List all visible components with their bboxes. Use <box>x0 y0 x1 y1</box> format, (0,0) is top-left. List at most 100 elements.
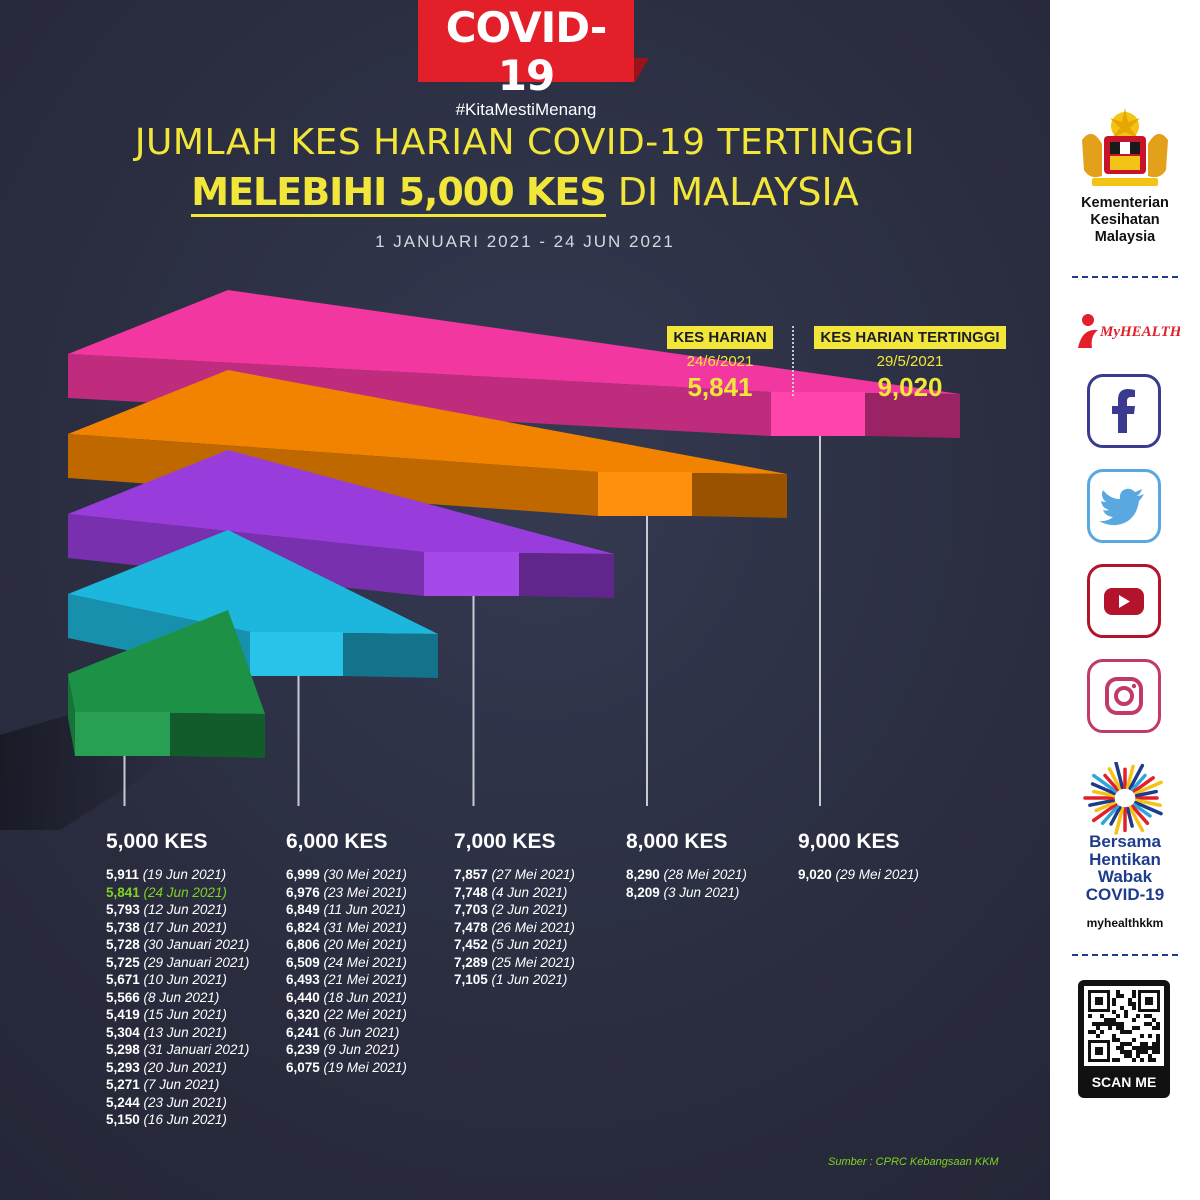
burst-ray <box>1114 806 1125 835</box>
qr-module <box>1152 1050 1156 1054</box>
case-entry: 6,440 (18 Jun 2021) <box>286 989 407 1007</box>
qr-module <box>1148 1022 1152 1026</box>
case-value: 5,841 <box>106 884 140 900</box>
qr-module <box>1108 1026 1112 1030</box>
category-heading: 5,000 KES <box>106 830 208 853</box>
qr-module <box>1104 1018 1108 1022</box>
case-entry: 6,075 (19 Mei 2021) <box>286 1059 407 1077</box>
case-entry: 8,209 (3 Jun 2021) <box>626 884 747 902</box>
bar-front-face <box>250 632 343 676</box>
burst-ray <box>1130 773 1147 792</box>
case-value: 5,271 <box>106 1077 140 1092</box>
case-value: 5,725 <box>106 954 140 970</box>
case-date: (11 Jun 2021) <box>319 902 406 917</box>
case-date: (1 Jun 2021) <box>487 972 568 987</box>
stat-date: 24/6/2021 <box>686 353 754 370</box>
bar-front-face <box>424 552 519 596</box>
category-heading: 6,000 KES <box>286 830 388 853</box>
twitter-link[interactable] <box>1087 469 1161 543</box>
case-value: 5,728 <box>106 937 140 952</box>
case-entry: 7,289 (25 Mei 2021) <box>454 954 575 972</box>
case-date: (3 Jun 2021) <box>659 884 740 900</box>
burst-ray <box>1132 802 1152 818</box>
qr-code-button[interactable]: SCAN ME <box>1078 980 1170 1098</box>
category-column: 5,000 KES 5,911 (19 Jun 2021) 5,841 (24 Ju… <box>106 830 249 1129</box>
qr-module <box>1136 1014 1140 1018</box>
stat-daily-cases: KES HARIAN 24/6/2021 5,841 <box>662 326 778 403</box>
qr-module <box>1112 998 1116 1002</box>
category-column: 9,000 KES 9,020 (29 Mei 2021) <box>798 830 919 884</box>
source-note: Sumber : CPRC Kebangsaan KKM <box>828 1156 999 1168</box>
qr-module <box>1152 1026 1156 1030</box>
case-entry: 7,478 (26 Mei 2021) <box>454 919 575 937</box>
facebook-link[interactable] <box>1087 374 1161 448</box>
youtube-link[interactable] <box>1087 564 1161 638</box>
case-value: 5,298 <box>106 1042 140 1057</box>
qr-module <box>1095 1047 1103 1055</box>
ministry-line: Malaysia <box>1094 229 1156 245</box>
qr-module <box>1120 1022 1124 1026</box>
burst-ray <box>1094 800 1116 813</box>
case-date: (20 Mei 2021) <box>319 937 407 952</box>
case-entry: 6,976 (23 Mei 2021) <box>286 884 407 902</box>
burst-ray <box>1092 789 1116 798</box>
covid-badge: COVID-19 #KitaMestiMenang <box>418 0 634 119</box>
case-entry: 6,239 (9 Jun 2021) <box>286 1041 407 1059</box>
stat-divider <box>792 326 794 396</box>
qr-module <box>1140 1034 1144 1038</box>
qr-module <box>1156 1046 1160 1050</box>
qr-module <box>1152 1058 1156 1062</box>
case-value: 7,105 <box>454 972 488 987</box>
case-date: (22 Mei 2021) <box>319 1007 407 1022</box>
stat-label: KES HARIAN TERTINGGI <box>814 326 1006 349</box>
qr-module <box>1100 1022 1104 1026</box>
case-entry: 5,841 (24 Jun 2021) <box>106 884 249 902</box>
bar-top-face <box>68 610 265 714</box>
case-date: (13 Jun 2021) <box>139 1024 227 1040</box>
burst-ray <box>1125 806 1134 828</box>
qr-module <box>1116 990 1120 994</box>
case-date: (26 Mei 2021) <box>487 919 575 935</box>
case-entry: 5,911 (19 Jun 2021) <box>106 866 249 884</box>
case-value: 9,020 <box>798 867 832 882</box>
case-entry: 6,320 (22 Mei 2021) <box>286 1006 407 1024</box>
case-date: (15 Jun 2021) <box>139 1007 227 1022</box>
case-value: 8,290 <box>626 867 660 882</box>
case-date: (16 Jun 2021) <box>139 1112 227 1127</box>
case-entry: 5,738 (17 Jun 2021) <box>106 919 249 937</box>
qr-module <box>1144 1014 1148 1018</box>
qr-module <box>1108 1018 1112 1022</box>
burst-ray <box>1134 789 1158 798</box>
slogan-burst-graphic <box>1083 762 1163 835</box>
qr-module <box>1112 1018 1116 1022</box>
bar-top-face <box>68 370 787 474</box>
qr-module <box>1092 1030 1096 1034</box>
qr-module <box>1148 1054 1152 1058</box>
stat-highest-cases: KES HARIAN TERTINGGI 29/5/2021 9,020 <box>810 326 1010 403</box>
case-entry: 5,298 (31 Januari 2021) <box>106 1041 249 1059</box>
case-date: (18 Jun 2021) <box>319 989 407 1005</box>
qr-module <box>1148 1034 1152 1038</box>
case-value: 7,478 <box>454 919 488 935</box>
qr-module <box>1096 1026 1100 1030</box>
category-column: 6,000 KES 6,999 (30 Mei 2021) 6,976 (23 Me… <box>286 830 407 1076</box>
instagram-link[interactable] <box>1087 659 1161 733</box>
case-date: (31 Mei 2021) <box>319 919 407 935</box>
case-value: 5,793 <box>106 902 140 917</box>
slogan-line: COVID-19 <box>1085 884 1165 904</box>
twitter-icon <box>1099 488 1144 526</box>
qr-module <box>1132 1046 1136 1050</box>
case-value: 7,703 <box>454 902 488 917</box>
case-entry: 5,671 (10 Jun 2021) <box>106 971 249 989</box>
qr-module <box>1128 1030 1132 1034</box>
case-value: 6,239 <box>286 1042 320 1057</box>
qr-module <box>1132 990 1136 994</box>
case-value: 5,150 <box>106 1112 140 1127</box>
case-value: 6,493 <box>286 972 320 987</box>
case-date: (17 Jun 2021) <box>139 919 227 935</box>
qr-module <box>1120 1046 1124 1050</box>
qr-module <box>1100 1014 1104 1018</box>
slogan-line: Wabak <box>1097 867 1153 886</box>
stat-value: 9,020 <box>877 372 943 402</box>
case-entry: 9,020 (29 Mei 2021) <box>798 866 919 884</box>
